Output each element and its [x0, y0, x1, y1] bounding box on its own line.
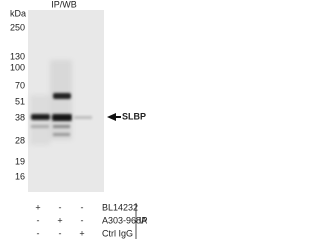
- sign: -: [59, 202, 62, 212]
- target-label: SLBP: [122, 111, 146, 121]
- marker-labels: 250 130 100 70 51 38 28 19 16: [10, 22, 25, 181]
- marker-label: 250: [10, 22, 25, 32]
- marker-label: 51: [15, 96, 25, 106]
- marker-label: 38: [15, 112, 25, 122]
- sign: -: [37, 215, 40, 225]
- row-label: A303-968A: [102, 215, 147, 225]
- sign: -: [37, 228, 40, 238]
- blot-figure: IP/WB kDa 250 130 100 70 51 38 28 19 16 …: [10, 0, 148, 239]
- row-label: BL14232: [102, 202, 138, 212]
- sign: -: [59, 228, 62, 238]
- sign: +: [57, 215, 62, 225]
- group-label: IP: [139, 215, 148, 225]
- marker-label: 70: [15, 80, 25, 90]
- row-label: Ctrl IgG: [102, 228, 133, 238]
- target-arrow: [107, 113, 121, 121]
- sign: +: [79, 228, 84, 238]
- sign: -: [81, 215, 84, 225]
- sign: +: [35, 202, 40, 212]
- sign: -: [81, 202, 84, 212]
- marker-label: 100: [10, 62, 25, 72]
- sample-table: + - - BL14232 - + - A303-968A - - + Ctrl…: [35, 202, 148, 239]
- marker-label: 16: [15, 171, 25, 181]
- blot-title: IP/WB: [51, 0, 77, 9]
- marker-label: 28: [15, 135, 25, 145]
- marker-label: 130: [10, 51, 25, 61]
- unit-label: kDa: [10, 8, 26, 18]
- bands: [31, 93, 92, 136]
- marker-label: 19: [15, 156, 25, 166]
